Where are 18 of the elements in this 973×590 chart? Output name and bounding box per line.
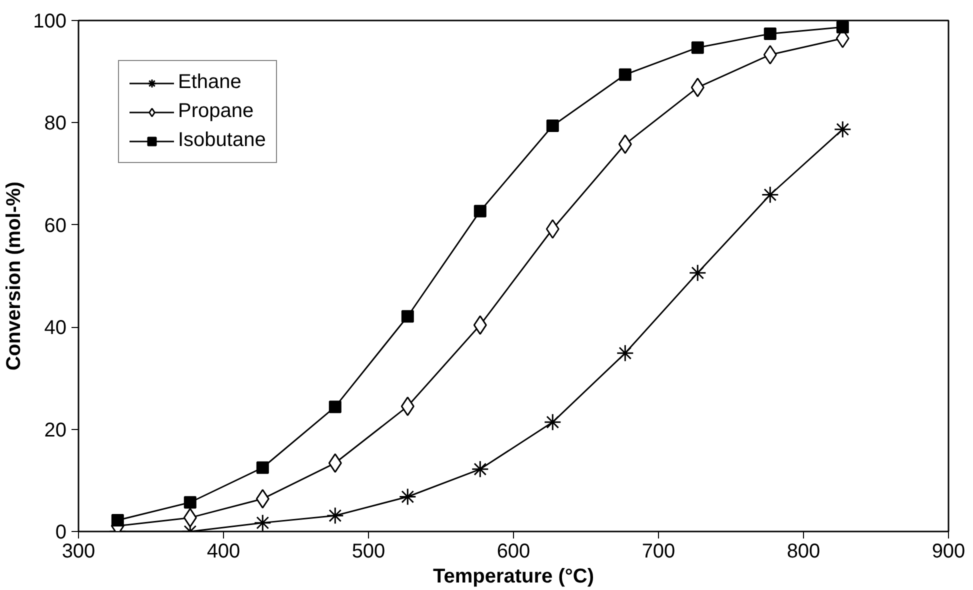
y-tick-label: 20 [44, 419, 67, 442]
x-tick-label: 500 [352, 540, 386, 562]
x-tick-label: 900 [932, 540, 966, 562]
x-tick-label: 300 [62, 540, 96, 562]
y-axis-title: Conversion (mol-%) [3, 182, 26, 370]
x-tick-label: 600 [496, 540, 530, 562]
legend-label: Propane [178, 100, 254, 123]
x-tick-label: 800 [786, 540, 820, 562]
x-tick-label: 700 [642, 540, 676, 562]
x-axis-title: Temperature (°C) [433, 566, 594, 588]
y-tick-label: 80 [44, 112, 67, 135]
y-tick-label: 100 [33, 10, 67, 32]
y-tick-label: 0 [55, 522, 66, 544]
y-tick-label: 40 [44, 317, 67, 340]
y-tick-label: 60 [44, 214, 67, 237]
x-tick-label: 400 [206, 540, 240, 562]
legend-label: Isobutane [178, 129, 266, 152]
legend-label: Ethane [178, 71, 242, 94]
